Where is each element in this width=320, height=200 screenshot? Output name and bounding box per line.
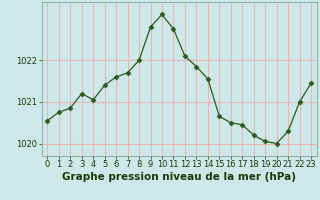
X-axis label: Graphe pression niveau de la mer (hPa): Graphe pression niveau de la mer (hPa)	[62, 172, 296, 182]
